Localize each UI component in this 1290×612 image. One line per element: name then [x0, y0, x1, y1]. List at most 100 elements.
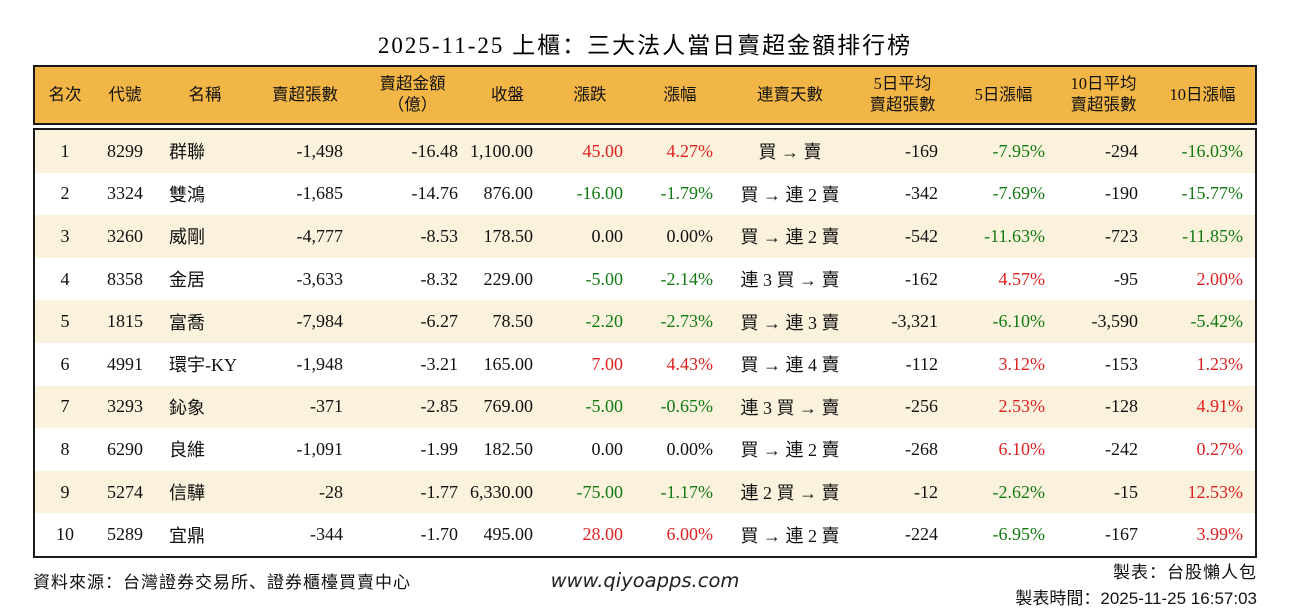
cell-name: 富喬	[169, 312, 205, 333]
cell-pct10: -11.85%	[1182, 225, 1243, 246]
cell-name: 雙鴻	[169, 184, 205, 205]
cell-sell-streak: 買 → 連 2 賣	[740, 440, 840, 461]
cell-rank: 1	[60, 140, 70, 161]
table-row: 3 3260 威剛 -4,777 -8.53 178.50 0.00 0.00% 買 → 連 2…	[35, 215, 1255, 258]
table-header-box: 名次 代號 名稱 賣超張數 賣超金額 （億） 收盤 漲跌 漲幅 連賣天數 5日平均 賣超張數 5日漲…	[33, 65, 1257, 125]
table-row: 5 1815 富喬 -7,984 -6.27 78.50 -2.20 -2.73% 買 → 連 …	[35, 300, 1255, 343]
cell-close: 495.00	[483, 524, 534, 545]
table-row: 2 3324 雙鴻 -1,685 -14.76 876.00 -16.00 -1.79% 買 →…	[35, 172, 1255, 216]
col-header-sell-streak: 連賣天數	[757, 84, 823, 104]
cell-avg10-shares: -128	[1105, 396, 1138, 417]
cell-avg5-shares: -169	[905, 140, 938, 161]
cell-close: 1,100.00	[470, 140, 533, 161]
col-header-avg10-shares: 10日平均 賣超張數	[1070, 74, 1137, 114]
cell-close: 78.50	[492, 311, 534, 332]
cell-rank: 5	[60, 311, 70, 332]
cell-change: 7.00	[591, 353, 624, 374]
cell-change: -2.20	[585, 311, 624, 332]
cell-avg10-shares: -95	[1114, 268, 1138, 289]
cell-pct5: -2.62%	[992, 481, 1046, 502]
cell-avg5-shares: -162	[905, 268, 938, 289]
cell-sell-streak: 連 3 買 → 賣	[740, 397, 840, 418]
cell-code: 8358	[107, 268, 143, 289]
cell-sell-shares: -1,685	[296, 183, 344, 204]
cell-name: 信驊	[169, 483, 205, 504]
cell-pct10: 1.23%	[1196, 353, 1244, 374]
cell-rank: 3	[60, 225, 70, 246]
cell-sell-amount: -6.27	[420, 311, 459, 332]
cell-rank: 6	[60, 353, 70, 374]
cell-close: 6,330.00	[470, 481, 533, 502]
cell-rank: 10	[56, 524, 74, 545]
cell-pct5: -7.95%	[992, 140, 1046, 161]
cell-code: 8299	[107, 140, 143, 161]
cell-code: 5274	[107, 481, 143, 502]
footer-credits: 製表：台股懶人包 製表時間：2025-11-25 16:57:03	[1015, 560, 1257, 611]
cell-sell-amount: -1.99	[420, 438, 459, 459]
cell-pct5: -7.69%	[992, 183, 1046, 204]
cell-avg10-shares: -294	[1105, 140, 1138, 161]
col-header-pct10: 10日漲幅	[1169, 84, 1236, 104]
cell-sell-amount: -16.48	[411, 140, 459, 161]
cell-sell-amount: -2.85	[420, 396, 459, 417]
cell-avg10-shares: -242	[1105, 438, 1138, 459]
col-header-change-pct: 漲幅	[663, 84, 697, 104]
table-row: 6 4991 環宇-KY -1,948 -3.21 165.00 7.00 4.43% 買 → …	[35, 342, 1255, 386]
cell-pct5: 2.53%	[998, 396, 1046, 417]
cell-close: 876.00	[483, 183, 534, 204]
table-row: 1 8299 群聯 -1,498 -16.48 1,100.00 45.00 4.27% 買 →…	[35, 130, 1255, 173]
cell-pct10: 3.99%	[1196, 524, 1244, 545]
cell-close: 165.00	[483, 353, 534, 374]
cell-change-pct: -2.73%	[660, 311, 714, 332]
col-header-name: 名稱	[188, 84, 222, 104]
cell-name: 金居	[169, 270, 205, 291]
cell-change-pct: -1.79%	[660, 183, 714, 204]
cell-name: 威剛	[169, 227, 205, 248]
made-timestamp: 製表時間：2025-11-25 16:57:03	[1015, 588, 1257, 608]
cell-code: 3260	[107, 225, 143, 246]
cell-code: 4991	[107, 353, 143, 374]
cell-close: 178.50	[483, 225, 534, 246]
table-body: 1 8299 群聯 -1,498 -16.48 1,100.00 45.00 4.27% 買 →…	[35, 130, 1255, 556]
cell-code: 1815	[107, 311, 143, 332]
cell-name: 宜鼎	[169, 525, 205, 546]
cell-change: 0.00	[591, 225, 624, 246]
cell-pct5: -6.95%	[992, 524, 1046, 545]
cell-change: 45.00	[582, 140, 624, 161]
cell-sell-shares: -4,777	[296, 225, 344, 246]
ranking-table-header: 名次 代號 名稱 賣超張數 賣超金額 （億） 收盤 漲跌 漲幅 連賣天數 5日平均 賣超張數 5日漲…	[35, 67, 1255, 123]
cell-close: 769.00	[483, 396, 534, 417]
table-row: 9 5274 信驊 -28 -1.77 6,330.00 -75.00 -1.17% 連 2 買…	[35, 470, 1255, 514]
cell-sell-amount: -1.77	[420, 481, 459, 502]
cell-sell-amount: -8.53	[420, 225, 459, 246]
table-row: 10 5289 宜鼎 -344 -1.70 495.00 28.00 6.00% 買 → 連 2…	[35, 513, 1255, 556]
cell-pct5: 4.57%	[998, 268, 1046, 289]
cell-rank: 9	[60, 481, 70, 502]
cell-sell-streak: 買 → 連 3 賣	[740, 312, 840, 333]
cell-change-pct: -0.65%	[660, 396, 714, 417]
cell-sell-streak: 連 3 買 → 賣	[740, 270, 840, 291]
cell-avg5-shares: -112	[905, 353, 938, 374]
col-header-pct5: 5日漲幅	[974, 84, 1033, 104]
cell-pct10: -15.77%	[1181, 183, 1244, 204]
cell-sell-shares: -7,984	[296, 311, 344, 332]
website-url: www.qiyoapps.com	[550, 569, 740, 592]
cell-pct5: -11.63%	[984, 225, 1045, 246]
cell-avg10-shares: -153	[1105, 353, 1138, 374]
cell-change-pct: 0.00%	[666, 225, 714, 246]
cell-avg5-shares: -342	[905, 183, 938, 204]
cell-sell-streak: 買 → 連 4 賣	[740, 355, 840, 376]
cell-change-pct: -1.17%	[660, 481, 714, 502]
cell-avg10-shares: -190	[1105, 183, 1138, 204]
cell-close: 229.00	[483, 268, 534, 289]
table-row: 7 3293 鈊象 -371 -2.85 769.00 -5.00 -0.65% 連 3 買 →…	[35, 385, 1255, 429]
cell-code: 6290	[107, 438, 143, 459]
cell-change-pct: 4.27%	[666, 140, 714, 161]
col-header-rank: 名次	[48, 84, 82, 104]
cell-sell-shares: -1,498	[296, 140, 344, 161]
cell-name: 良維	[169, 440, 205, 461]
cell-sell-streak: 買 → 賣	[758, 142, 822, 163]
cell-close: 182.50	[483, 438, 534, 459]
col-header-sell-amount: 賣超金額 （億）	[379, 74, 446, 114]
